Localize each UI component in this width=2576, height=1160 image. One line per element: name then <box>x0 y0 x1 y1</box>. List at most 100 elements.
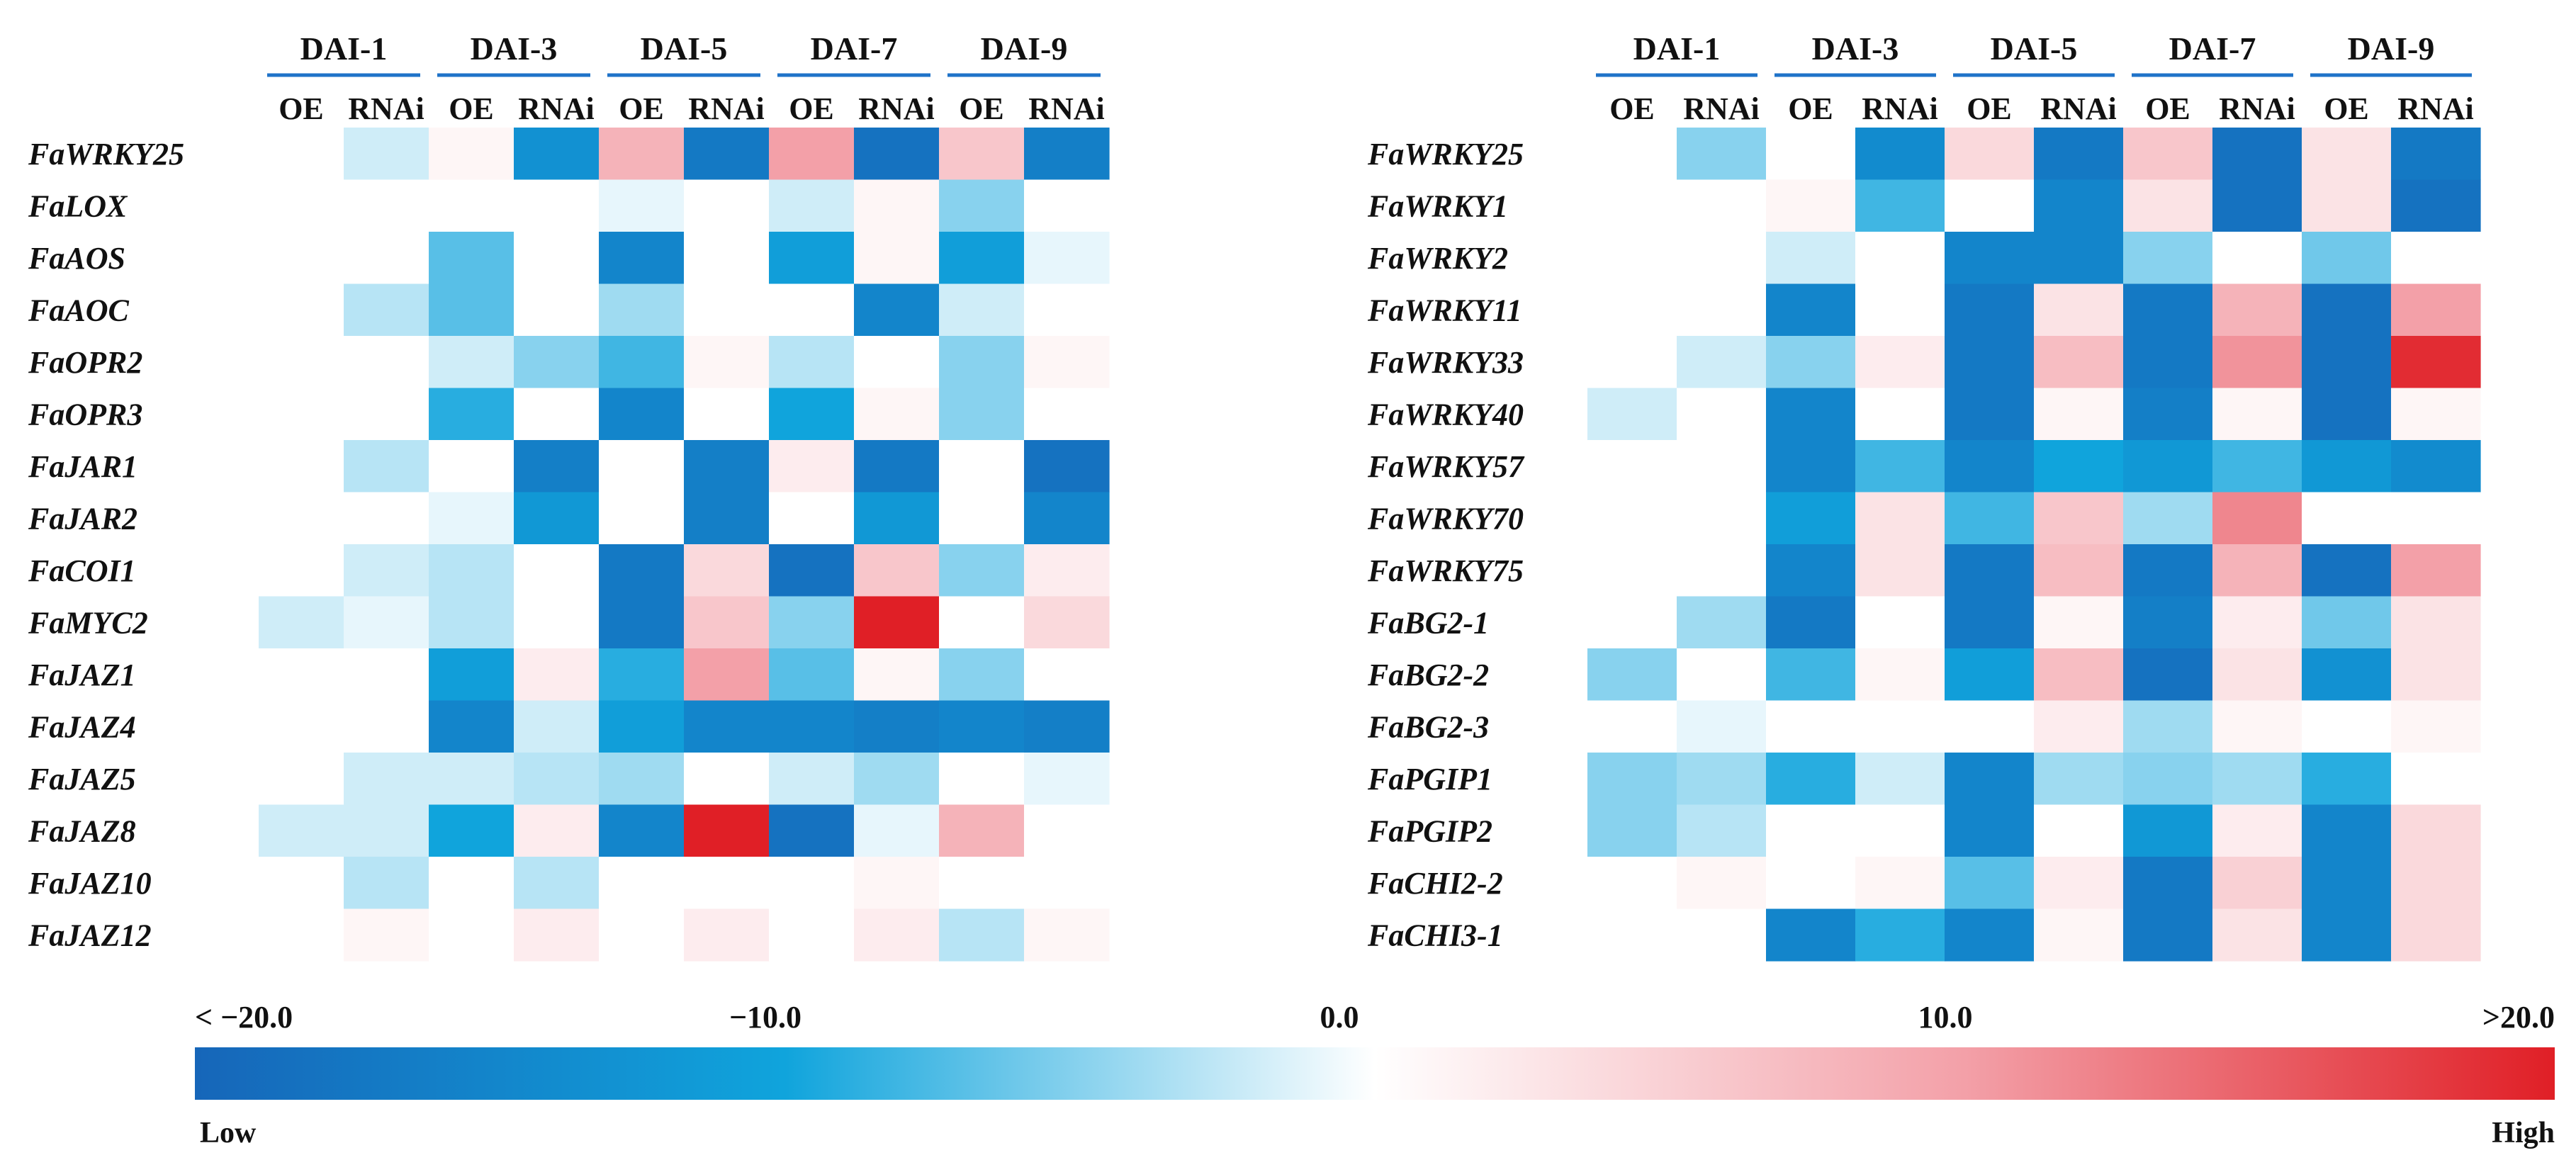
heatmap-cell <box>1677 804 1767 857</box>
heatmap-cell <box>1945 908 2035 962</box>
heatmap-cell <box>599 232 685 285</box>
heatmap-cell <box>2123 753 2213 806</box>
column-label-oe: OE <box>449 91 494 126</box>
heatmap-cell <box>1587 179 1677 232</box>
heatmap-cell <box>1945 336 2035 389</box>
row-label: FaPGIP1 <box>1367 762 1492 796</box>
group-label-dai-1: DAI-1 <box>1633 30 1721 67</box>
heatmap-cell <box>1855 232 1945 285</box>
heatmap-cell <box>259 336 344 389</box>
heatmap-cell <box>769 179 855 232</box>
heatmap-cell <box>939 544 1025 597</box>
heatmap-cell <box>599 700 685 753</box>
heatmap-cell <box>1766 232 1856 285</box>
column-label-oe: OE <box>1967 91 2012 126</box>
row-label: FaMYC2 <box>28 605 148 640</box>
heatmap-cell <box>769 700 855 753</box>
heatmap-cell <box>2302 283 2392 337</box>
heatmap-cell <box>2391 440 2481 493</box>
heatmap-cell <box>2391 700 2481 753</box>
group-label-dai-1: DAI-1 <box>300 30 388 67</box>
heatmap-cell <box>1766 700 1856 753</box>
heatmap-cell <box>2302 753 2392 806</box>
heatmap-cell <box>259 283 344 337</box>
row-label: FaLOX <box>28 188 128 223</box>
heatmap-cell <box>2034 908 2124 962</box>
heatmap-cell <box>939 128 1025 181</box>
heatmap-cell <box>1855 544 1945 597</box>
heatmap-cell <box>854 283 940 337</box>
colorbar-low-label: Low <box>200 1117 257 1149</box>
heatmap-cell <box>514 179 600 232</box>
heatmap-cell <box>514 544 600 597</box>
heatmap-cell <box>2034 492 2124 545</box>
column-label-oe: OE <box>789 91 834 126</box>
heatmap-cell <box>1766 804 1856 857</box>
heatmap-cell <box>1024 648 1110 702</box>
heatmap-cell <box>2034 753 2124 806</box>
heatmap-cell <box>344 596 429 649</box>
heatmap-cell <box>769 336 855 389</box>
heatmap-cell <box>599 544 685 597</box>
heatmap-cell <box>1587 648 1677 702</box>
heatmap-cell <box>429 596 514 649</box>
heatmap-cell <box>1855 857 1945 910</box>
heatmap-cell <box>769 596 855 649</box>
heatmap-cell <box>1766 283 1856 337</box>
colorbar-gradient <box>195 1047 2555 1100</box>
heatmap-cell <box>259 857 344 910</box>
colorbar-high-label: High <box>2492 1117 2555 1149</box>
heatmap-cell <box>2212 388 2302 441</box>
column-label-oe: OE <box>1788 91 1833 126</box>
heatmap-cell <box>939 596 1025 649</box>
heatmap-cell <box>344 908 429 962</box>
heatmap-cell <box>1855 908 1945 962</box>
heatmap-cell <box>854 544 940 597</box>
heatmap-cell <box>514 128 600 181</box>
heatmap-cell <box>2123 700 2213 753</box>
row-label: FaJAR1 <box>28 449 137 484</box>
heatmap-cell <box>2034 544 2124 597</box>
heatmap-cell <box>429 700 514 753</box>
heatmap-cell <box>1587 700 1677 753</box>
heatmap-cell <box>344 128 429 181</box>
heatmap-cell <box>854 648 940 702</box>
heatmap-cell <box>344 232 429 285</box>
heatmap-cell <box>344 336 429 389</box>
row-label: FaOPR2 <box>28 345 142 380</box>
heatmap-cell <box>599 648 685 702</box>
heatmap-cell <box>1945 388 2035 441</box>
heatmap-cell <box>684 544 770 597</box>
heatmap-cell <box>2123 440 2213 493</box>
heatmap-cell <box>684 753 770 806</box>
heatmap-cell <box>939 388 1025 441</box>
row-label: FaWRKY57 <box>1367 449 1525 484</box>
row-label: FaWRKY25 <box>1367 137 1524 171</box>
heatmap-cell <box>2391 596 2481 649</box>
row-label: FaJAZ1 <box>28 658 136 692</box>
heatmap-cell <box>684 857 770 910</box>
heatmap-cell <box>2123 336 2213 389</box>
column-label-oe: OE <box>1609 91 1655 126</box>
heatmap-cell <box>2034 232 2124 285</box>
column-label-rnai: RNAi <box>2219 91 2295 126</box>
heatmap-cell <box>2302 908 2392 962</box>
heatmap-cell <box>1677 492 1767 545</box>
heatmap-cell <box>2212 283 2302 337</box>
heatmap-cell <box>2212 596 2302 649</box>
heatmap-cell <box>1766 908 1856 962</box>
heatmap-cell <box>684 128 770 181</box>
heatmap-cell <box>939 232 1025 285</box>
heatmap-cell <box>2302 804 2392 857</box>
heatmap-cell <box>259 440 344 493</box>
heatmap-cell <box>1766 596 1856 649</box>
heatmap-cell <box>939 648 1025 702</box>
heatmap-cell <box>2391 648 2481 702</box>
heatmap-cell <box>1945 648 2035 702</box>
heatmap-cell <box>599 492 685 545</box>
row-label: FaJAR2 <box>28 501 137 536</box>
heatmap-cell <box>1855 179 1945 232</box>
heatmap-cell <box>2302 179 2392 232</box>
heatmap-cell <box>854 336 940 389</box>
heatmap-cell <box>1766 753 1856 806</box>
